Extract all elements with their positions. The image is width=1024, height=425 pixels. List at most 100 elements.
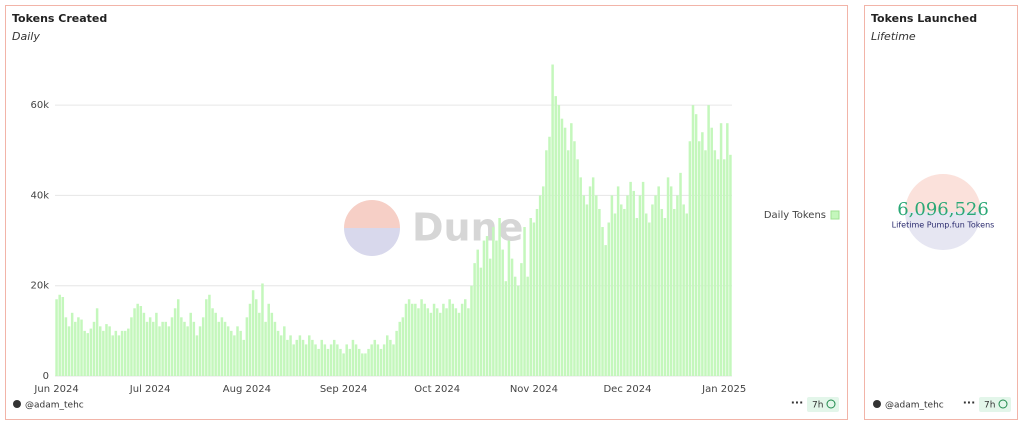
check-icon	[826, 399, 836, 409]
bar	[504, 281, 508, 376]
bar	[685, 213, 689, 376]
legend-swatch	[830, 210, 840, 220]
bar	[501, 249, 504, 376]
bar	[332, 339, 336, 376]
bar	[517, 285, 520, 376]
bar	[379, 348, 383, 376]
bar	[373, 339, 377, 376]
menu-dots[interactable]: ···	[963, 396, 976, 409]
bar	[74, 321, 77, 376]
bar	[314, 344, 317, 376]
bar	[361, 353, 364, 376]
bar	[445, 308, 448, 376]
bar	[464, 299, 467, 376]
bar	[554, 96, 557, 376]
bar	[120, 330, 124, 376]
bar	[226, 326, 230, 376]
x-tick-label: Sep 2024	[320, 384, 367, 395]
bar	[286, 339, 289, 376]
bar	[651, 204, 654, 376]
bar	[111, 335, 114, 376]
bar	[510, 258, 514, 376]
bar	[239, 330, 242, 376]
bar	[582, 195, 586, 376]
bar	[682, 204, 685, 376]
y-tick-label: 40k	[30, 190, 49, 201]
bar	[329, 344, 333, 376]
bar	[95, 308, 99, 376]
bar	[130, 317, 133, 376]
bar	[613, 213, 617, 376]
bar	[267, 303, 270, 376]
bar	[382, 344, 386, 376]
bar	[694, 114, 698, 377]
bar	[108, 326, 111, 376]
bar	[364, 353, 367, 376]
bar	[401, 317, 405, 376]
bar	[439, 312, 442, 376]
bar	[676, 195, 679, 376]
bar	[148, 317, 152, 376]
watermark: Dune	[412, 206, 523, 250]
bar	[345, 344, 348, 376]
bar	[414, 303, 417, 376]
bar	[526, 276, 529, 376]
bar	[77, 317, 80, 376]
bar	[301, 339, 305, 376]
menu-dots[interactable]: ···	[791, 396, 804, 409]
bar	[426, 308, 430, 376]
bar	[392, 344, 395, 376]
bar	[158, 326, 161, 376]
bar	[663, 218, 667, 376]
bar	[123, 330, 127, 376]
bar	[701, 132, 704, 376]
bar	[729, 154, 732, 376]
bar	[407, 299, 411, 376]
bar	[195, 335, 199, 376]
bar	[351, 339, 355, 376]
bar	[410, 303, 414, 376]
bar	[688, 141, 692, 376]
bar	[142, 312, 146, 376]
bar	[420, 299, 423, 376]
bar	[476, 249, 479, 376]
bar	[654, 195, 657, 376]
bar	[348, 348, 352, 376]
bar	[354, 344, 358, 376]
bar	[86, 333, 90, 376]
bar	[529, 218, 533, 376]
bar	[323, 344, 327, 376]
x-tick-label: Oct 2024	[414, 384, 460, 395]
bar	[133, 308, 136, 376]
bar	[398, 321, 401, 376]
bar	[710, 127, 713, 376]
bar	[607, 222, 611, 376]
bar	[83, 330, 86, 376]
x-tick-label: Jul 2024	[129, 384, 171, 395]
bar	[429, 312, 433, 376]
bar	[342, 353, 345, 376]
bar	[176, 299, 180, 376]
bar	[58, 294, 61, 376]
updated: 7h	[984, 401, 995, 411]
bar	[545, 150, 548, 376]
bar	[270, 312, 274, 376]
panel-subtitle: Daily	[12, 30, 40, 43]
panel-title: Tokens Created	[12, 12, 107, 25]
bar	[563, 127, 567, 376]
bar	[479, 267, 483, 376]
bar	[304, 344, 308, 376]
x-tick-label: Dec 2024	[603, 384, 651, 395]
bar	[535, 208, 539, 376]
bar	[208, 294, 211, 376]
bar	[223, 321, 227, 376]
legend-label: Daily Tokens	[764, 210, 826, 221]
bar	[432, 303, 436, 376]
bar	[367, 348, 370, 376]
bar	[283, 326, 286, 376]
bar	[482, 240, 486, 376]
logo-half	[344, 228, 400, 256]
bar	[448, 299, 451, 376]
bar	[423, 303, 426, 376]
